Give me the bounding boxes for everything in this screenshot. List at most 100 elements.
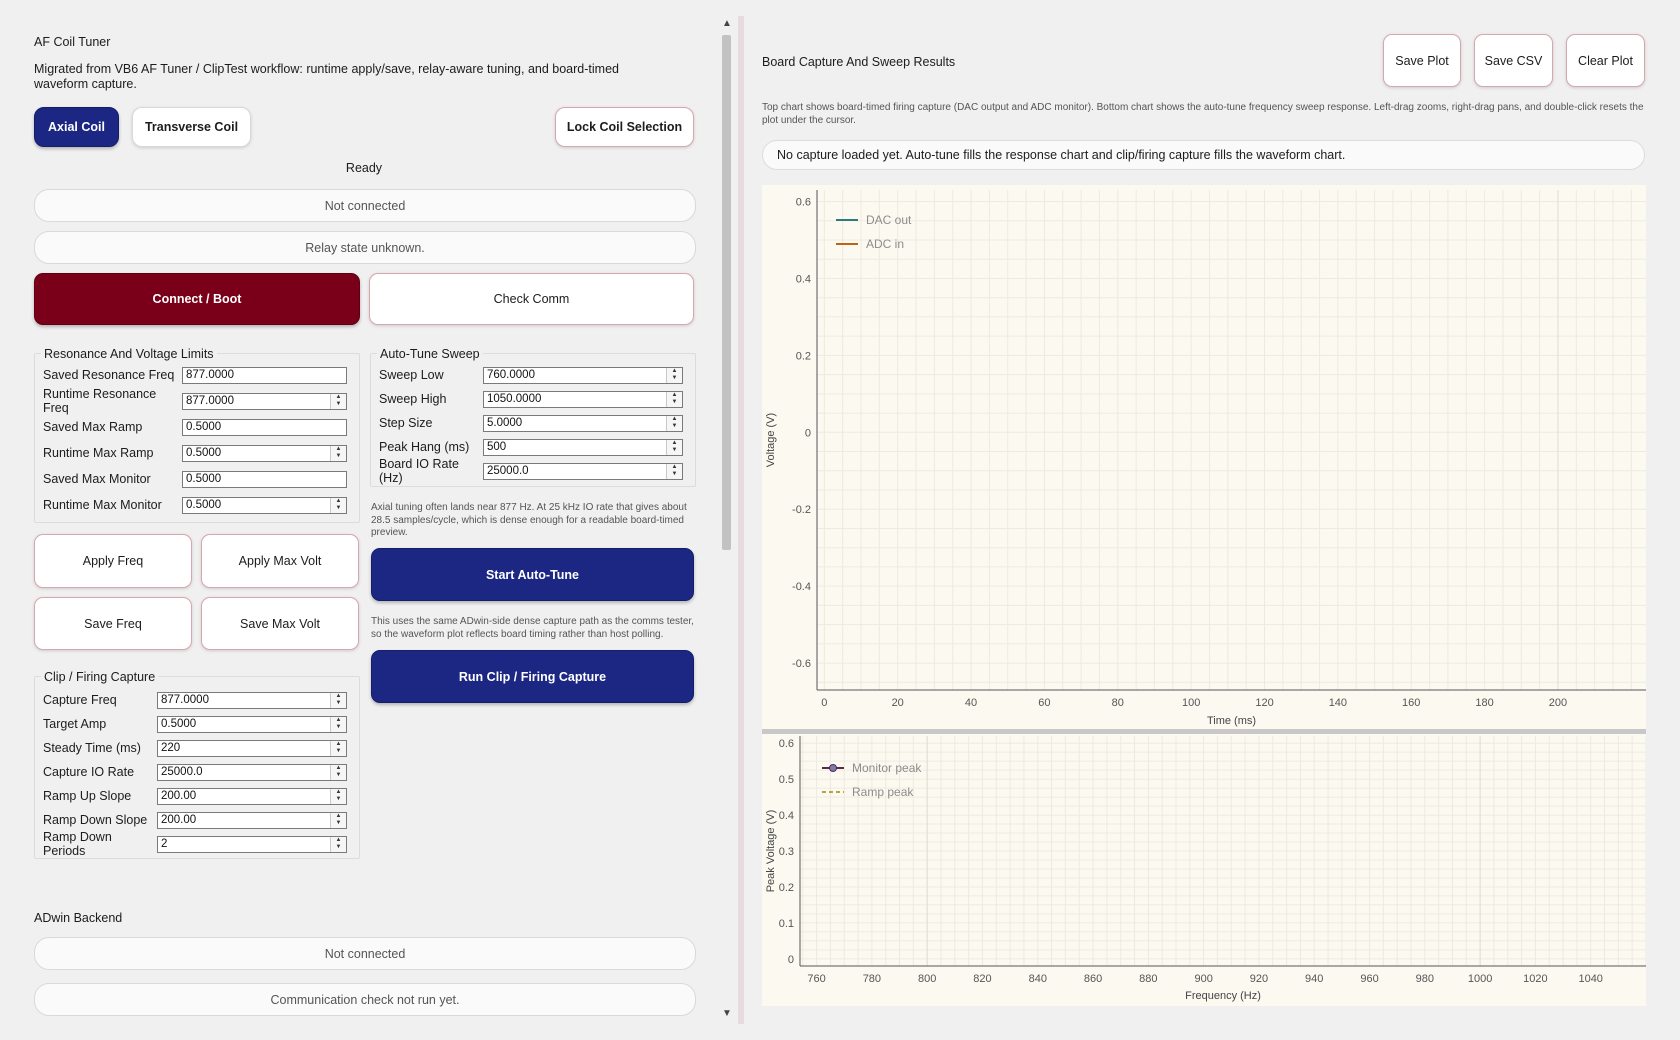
y-tick-label: 0.4 [779,810,794,822]
x-tick-label: 1020 [1523,973,1547,985]
clip-field-input[interactable]: 200.00 ▲ ▼ [157,787,347,805]
spinner-arrows-icon[interactable]: ▲ ▼ [330,445,346,461]
resonance-field-input[interactable]: 0.5000 [182,470,347,488]
sweep-response-chart[interactable]: 760 780 800 820 840 860 880 900 920 940 960 980 1000… [762,734,1647,1006]
waveform-chart-svg[interactable]: 0 20 40 60 80 100 120 140 160 180 200 0.6 0.4 0.2 0 -0.… [762,185,1646,729]
x-tick-label: 880 [1139,973,1157,985]
sweep-field-input[interactable]: 1050.0000 ▲ ▼ [483,390,683,408]
clip-field-input[interactable]: 25000.0 ▲ ▼ [157,763,347,781]
clip-field-input[interactable]: 877.0000 ▲ ▼ [157,691,347,709]
sweep-field-value[interactable]: 500 [487,440,507,453]
sweep-field-input[interactable]: 5.0000 ▲ ▼ [483,414,683,432]
x-tick-label: 960 [1360,973,1378,985]
clip-field-value[interactable]: 25000.0 [161,765,203,778]
sweep-field-value[interactable]: 760.0000 [487,368,535,381]
chart-splitter[interactable] [762,729,1646,734]
axial-coil-button[interactable]: Axial Coil [34,107,119,147]
clip-field-input[interactable]: 220 ▲ ▼ [157,739,347,757]
spinner-arrows-icon[interactable]: ▲ ▼ [330,497,346,513]
clear-plot-button[interactable]: Clear Plot [1566,34,1645,87]
resonance-field-value[interactable]: 0.5000 [186,472,222,485]
spinner-arrows-icon[interactable]: ▲ ▼ [330,836,346,852]
clip-field-value[interactable]: 2 [161,837,168,850]
waveform-chart[interactable]: 0 20 40 60 80 100 120 140 160 180 200 0.6 0.4 0.2 0 -0.… [762,185,1646,729]
spinner-arrows-icon[interactable]: ▲ ▼ [330,812,346,828]
scroll-down-icon[interactable]: ▼ [722,1008,732,1019]
resonance-field-input[interactable]: 877.0000 ▲ ▼ [182,392,347,410]
transverse-coil-button[interactable]: Transverse Coil [132,107,251,147]
resonance-field-value[interactable]: 0.5000 [186,420,222,433]
resonance-field-input[interactable]: 0.5000 ▲ ▼ [182,444,347,462]
sweep-field-value[interactable]: 1050.0000 [487,392,542,405]
connect-boot-button[interactable]: Connect / Boot [34,273,360,325]
spinner-arrows-icon[interactable]: ▲ ▼ [666,463,682,479]
spinner-arrows-icon[interactable]: ▲ ▼ [330,393,346,409]
splitter[interactable] [738,16,744,1024]
relay-status: Relay state unknown. [34,231,696,264]
y-tick-label: 0.1 [779,918,794,930]
spinner-arrows-icon[interactable]: ▲ ▼ [330,788,346,804]
sweep-field-row: Step Size 5.0000 ▲ ▼ [379,414,683,432]
resonance-field-input[interactable]: 0.5000 ▲ ▼ [182,496,347,514]
sweep-field-value[interactable]: 25000.0 [487,464,529,477]
scrollbar-thumb[interactable] [722,35,731,550]
spinner-arrows-icon[interactable]: ▲ ▼ [666,415,682,431]
resonance-field-value[interactable]: 0.5000 [186,498,222,511]
sweep-response-chart-svg[interactable]: 760 780 800 820 840 860 880 900 920 940 960 980 1000… [762,734,1647,1006]
resonance-field-input[interactable]: 877.0000 [182,366,347,384]
spinner-arrows-icon[interactable]: ▲ ▼ [666,367,682,383]
x-tick-label: 780 [863,973,881,985]
resonance-field-value[interactable]: 877.0000 [186,394,234,407]
resonance-field-value[interactable]: 0.5000 [186,446,222,459]
spinner-arrows-icon[interactable]: ▲ ▼ [330,716,346,732]
clip-field-input[interactable]: 200.00 ▲ ▼ [157,811,347,829]
x-tick-label: 80 [1112,697,1124,709]
spinner-arrows-icon[interactable]: ▲ ▼ [330,764,346,780]
apply-freq-button[interactable]: Apply Freq [34,534,192,588]
x-tick-label: 940 [1305,973,1323,985]
y-tick-label: 0.2 [796,350,811,362]
resonance-field-input[interactable]: 0.5000 [182,418,347,436]
resonance-field-label: Saved Max Monitor [43,472,151,486]
apply-max-volt-button[interactable]: Apply Max Volt [201,534,359,588]
clip-field-value[interactable]: 220 [161,741,181,754]
spinner-arrows-icon[interactable]: ▲ ▼ [666,439,682,455]
save-max-volt-button[interactable]: Save Max Volt [201,597,359,650]
sweep-field-input[interactable]: 500 ▲ ▼ [483,438,683,456]
clip-field-input[interactable]: 2 ▲ ▼ [157,835,347,853]
save-plot-button[interactable]: Save Plot [1383,34,1461,87]
left-panel-scrollbar[interactable]: ▲ ▼ [719,16,734,1024]
x-tick-label: 900 [1194,973,1212,985]
sweep-field-input[interactable]: 25000.0 ▲ ▼ [483,462,683,480]
save-csv-button[interactable]: Save CSV [1474,34,1553,87]
sweep-field-label: Step Size [379,416,433,430]
resonance-field-row: Saved Max Ramp 0.5000 [43,418,347,436]
save-freq-button[interactable]: Save Freq [34,597,192,650]
x-tick-label: 40 [965,697,977,709]
clip-field-value[interactable]: 200.00 [161,789,197,802]
resonance-field-label: Runtime Resonance Freq [43,387,157,415]
scroll-up-icon[interactable]: ▲ [722,18,732,29]
resonance-field-label: Runtime Max Monitor [43,498,162,512]
resonance-field-label: Runtime Max Ramp [43,446,154,460]
sweep-field-value[interactable]: 5.0000 [487,416,523,429]
resonance-field-value[interactable]: 877.0000 [186,368,234,381]
spinner-arrows-icon[interactable]: ▲ ▼ [330,692,346,708]
clip-field-value[interactable]: 0.5000 [161,717,197,730]
spinner-arrows-icon[interactable]: ▲ ▼ [330,740,346,756]
start-auto-tune-button[interactable]: Start Auto-Tune [371,548,694,601]
x-axis-label: Frequency (Hz) [1185,990,1261,1002]
x-axis-label: Time (ms) [1207,715,1256,727]
spinner-arrows-icon[interactable]: ▲ ▼ [666,391,682,407]
x-tick-label: 980 [1416,973,1434,985]
x-tick-label: 920 [1250,973,1268,985]
clip-field-value[interactable]: 877.0000 [161,693,209,706]
run-clip-firing-capture-button[interactable]: Run Clip / Firing Capture [371,650,694,703]
results-title: Board Capture And Sweep Results [762,55,956,69]
sweep-field-input[interactable]: 760.0000 ▲ ▼ [483,366,683,384]
check-comm-button[interactable]: Check Comm [369,273,694,325]
x-tick-label: 140 [1329,697,1347,709]
clip-field-input[interactable]: 0.5000 ▲ ▼ [157,715,347,733]
clip-field-value[interactable]: 200.00 [161,813,197,826]
lock-coil-selection-button[interactable]: Lock Coil Selection [555,107,694,147]
